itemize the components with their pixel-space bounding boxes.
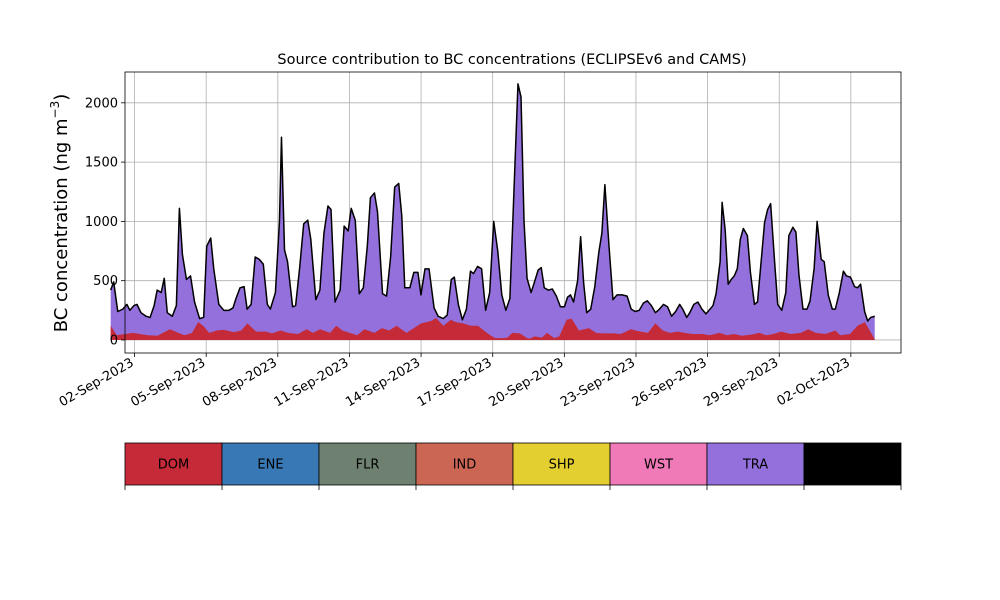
x-tick-label: 11-Sep-2023 — [272, 355, 352, 410]
legend-swatch-tra — [706, 442, 805, 486]
x-tick-label: 02-Oct-2023 — [774, 355, 852, 409]
plot-frame — [124, 71, 902, 354]
chart-title: Source contribution to BC concentrations… — [277, 52, 746, 68]
legend-label-tra: TRA — [742, 458, 768, 473]
legend-label-shp: SHP — [549, 458, 575, 473]
x-tick-label: 02-Sep-2023 — [57, 355, 137, 410]
legend-swatch-flr — [318, 442, 417, 486]
x-tick-label: 05-Sep-2023 — [128, 355, 208, 410]
x-tick-label: 26-Sep-2023 — [630, 355, 710, 410]
y-axis-label-main: BC concentration (ng m — [51, 118, 72, 332]
series-area-dom — [110, 318, 875, 340]
legend-swatch-bb — [803, 442, 902, 486]
y-tick-label: 1500 — [85, 156, 118, 171]
legend-label-bb: BB — [844, 458, 862, 473]
x-tick-label: 29-Sep-2023 — [701, 355, 781, 410]
y-tick-label: 0 — [110, 333, 118, 348]
y-axis-label-close: ) — [51, 94, 72, 101]
x-tick-label: 08-Sep-2023 — [200, 355, 280, 410]
y-tick-label: 500 — [93, 274, 118, 289]
y-axis-label-superscript: −3 — [48, 101, 62, 119]
total-outline — [109, 83, 875, 322]
y-tick-label: 2000 — [85, 96, 118, 111]
y-axis: 0 500 1000 1500 2000 — [85, 96, 125, 348]
x-tick-label: 17-Sep-2023 — [415, 355, 495, 410]
legend-bar: DOM ENE FLR IND SHP WST TRA BB — [124, 442, 902, 490]
legend-swatch-shp — [512, 442, 611, 486]
legend-label-flr: FLR — [356, 458, 380, 473]
legend-label-ind: IND — [453, 458, 477, 473]
legend-label-wst: WST — [644, 458, 673, 473]
legend-swatch-ind — [415, 442, 514, 486]
x-tick-label: 23-Sep-2023 — [558, 355, 638, 410]
legend-swatch-ene — [221, 442, 320, 486]
y-axis-label: BC concentration (ng m−3) — [48, 94, 72, 333]
x-tick-label: 14-Sep-2023 — [343, 355, 423, 410]
series-area-tra — [110, 83, 875, 340]
x-axis: 02-Sep-202305-Sep-202308-Sep-202311-Sep-… — [57, 353, 853, 410]
legend-label-dom: DOM — [158, 458, 189, 473]
y-tick-label: 1000 — [85, 215, 118, 230]
area-series — [109, 83, 875, 340]
x-tick-label: 20-Sep-2023 — [487, 355, 567, 410]
legend-label-ene: ENE — [257, 458, 283, 473]
